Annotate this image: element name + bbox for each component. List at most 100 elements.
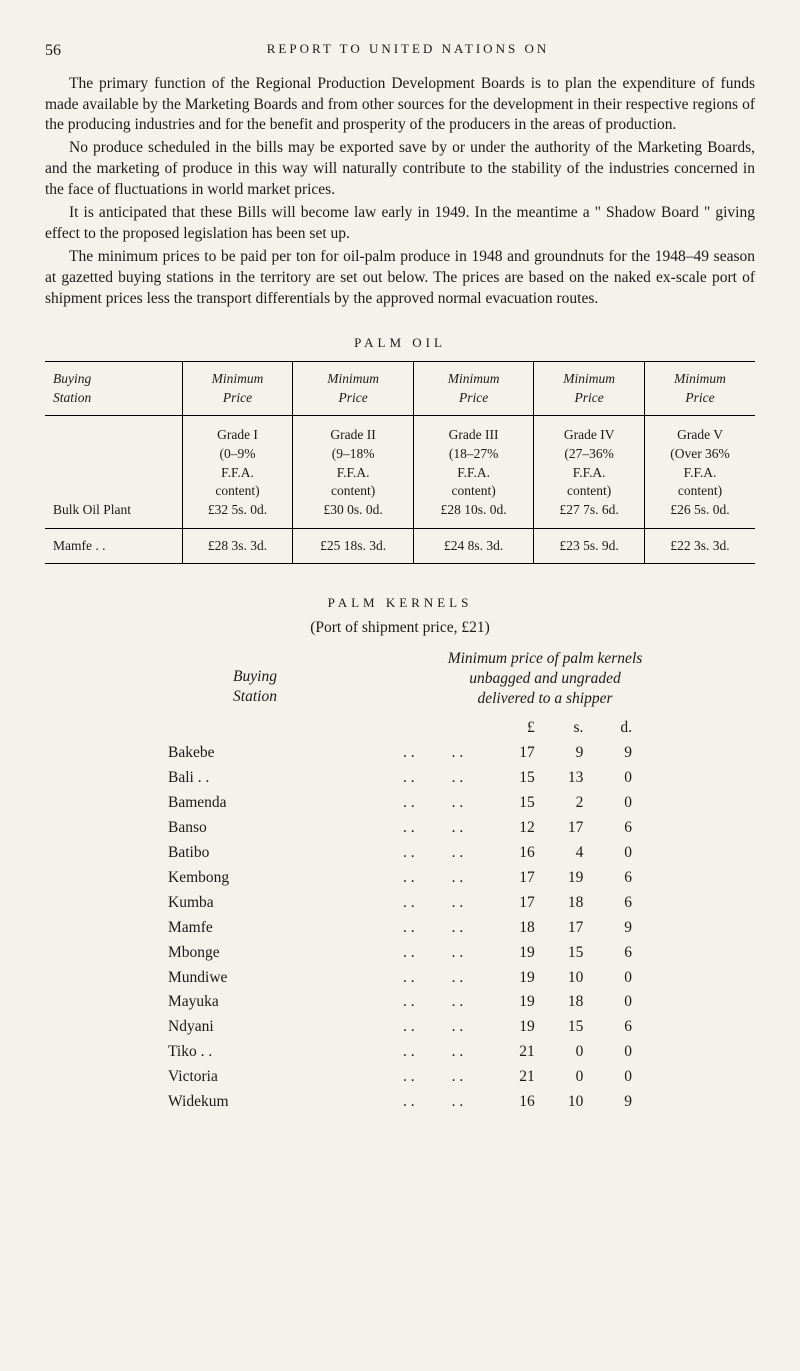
kernels-row: Bakebe. .. .1799 [162, 742, 638, 765]
paragraph-2: No produce scheduled in the bills may be… [45, 138, 755, 201]
palm-oil-title: PALM OIL [45, 334, 755, 352]
kernels-station: Bali . . [162, 767, 395, 790]
kernels-value: 0 [591, 991, 638, 1014]
kernels-value: 19 [494, 942, 541, 965]
unit-shilling: s. [543, 717, 590, 740]
kernels-row: Victoria. .. .2100 [162, 1066, 638, 1089]
kernels-value: 6 [591, 942, 638, 965]
dots-cell: . . [397, 942, 444, 965]
dots-cell: . . [446, 991, 493, 1014]
kernels-row: Kembong. .. .17196 [162, 867, 638, 890]
page-number: 56 [45, 40, 61, 62]
unit-row: £ s. d. [162, 717, 638, 740]
header-price-2: MinimumPrice [293, 362, 413, 415]
dots-cell: . . [446, 867, 493, 890]
kernels-row: Mayuka. .. .19180 [162, 991, 638, 1014]
kernels-value: 21 [494, 1066, 541, 1089]
grade-content: content) [331, 483, 375, 498]
kernels-value: 10 [543, 1091, 590, 1114]
kernels-value: 6 [591, 817, 638, 840]
kernels-row: Widekum. .. .16109 [162, 1091, 638, 1114]
kernels-row: Ndyani. .. .19156 [162, 1016, 638, 1039]
grade-name: Grade IV [564, 427, 615, 442]
kernels-value: 15 [543, 942, 590, 965]
grade-cell-4: Grade IV (27–36% F.F.A. content) £27 7s.… [534, 415, 645, 528]
kernels-station: Ndyani [162, 1016, 395, 1039]
kernels-value: 21 [494, 1041, 541, 1064]
kernels-value: 19 [494, 1016, 541, 1039]
kernels-value: 0 [591, 767, 638, 790]
paragraph-3: It is anticipated that these Bills will … [45, 203, 755, 245]
kernels-value: 18 [543, 892, 590, 915]
dots-cell: . . [397, 767, 444, 790]
mamfe-price-5: £22 3s. 3d. [645, 529, 755, 564]
kernels-row: Banso. .. .12176 [162, 817, 638, 840]
kernels-value: 0 [591, 842, 638, 865]
dots-cell: . . [397, 1016, 444, 1039]
kernels-value: 15 [494, 767, 541, 790]
header-price-5: MinimumPrice [645, 362, 755, 415]
kernels-right-header: Minimum price of palm kernelsunbagged an… [400, 649, 690, 709]
empty-cell [446, 717, 493, 740]
kernels-station: Kumba [162, 892, 395, 915]
kernels-value: 19 [494, 991, 541, 1014]
dots-cell: . . [446, 1041, 493, 1064]
mamfe-price-2: £25 18s. 3d. [293, 529, 413, 564]
kernels-value: 12 [494, 817, 541, 840]
grade-name: Grade I [217, 427, 258, 442]
dots-cell: . . [446, 842, 493, 865]
kernels-left-text: BuyingStation [110, 667, 400, 707]
unit-pound: £ [494, 717, 541, 740]
grade-cell-3: Grade III (18–27% F.F.A. content) £28 10… [413, 415, 533, 528]
kernels-value: 0 [591, 1041, 638, 1064]
palm-oil-table: BuyingStation MinimumPrice MinimumPrice … [45, 361, 755, 564]
grade-content: content) [215, 483, 259, 498]
kernels-value: 6 [591, 1016, 638, 1039]
dots-cell: . . [397, 1091, 444, 1114]
dots-cell: . . [397, 892, 444, 915]
kernels-row: Mbonge. .. .19156 [162, 942, 638, 965]
kernels-value: 16 [494, 842, 541, 865]
dots-cell: . . [397, 817, 444, 840]
kernels-station: Widekum [162, 1091, 395, 1114]
kernels-value: 18 [494, 917, 541, 940]
empty-cell [162, 717, 395, 740]
palm-kernels-title: PALM KERNELS [328, 594, 473, 612]
mamfe-row: Mamfe . . £28 3s. 3d. £25 18s. 3d. £24 8… [45, 529, 755, 564]
mamfe-label: Mamfe . . [45, 529, 182, 564]
kernels-row: Batibo. .. .1640 [162, 842, 638, 865]
grade-price: £30 0s. 0d. [323, 502, 382, 517]
dots-cell: . . [446, 1016, 493, 1039]
paragraph-4: The minimum prices to be paid per ton fo… [45, 247, 755, 310]
kernels-value: 15 [543, 1016, 590, 1039]
grade-price: £32 5s. 0d. [208, 502, 267, 517]
paragraph-1: The primary function of the Regional Pro… [45, 74, 755, 137]
kernels-value: 9 [543, 742, 590, 765]
header-row: 56 REPORT TO UNITED NATIONS ON [45, 40, 755, 62]
header-station-text: BuyingStation [53, 371, 91, 404]
kernels-station: Mamfe [162, 917, 395, 940]
mamfe-price-3: £24 8s. 3d. [413, 529, 533, 564]
dots-cell: . . [446, 792, 493, 815]
kernels-row: Bamenda. .. .1520 [162, 792, 638, 815]
dots-cell: . . [397, 917, 444, 940]
dots-cell: . . [446, 742, 493, 765]
dots-cell: . . [397, 867, 444, 890]
kernels-left-header: BuyingStation [110, 649, 400, 709]
grade-cell-1: Grade I (0–9% F.F.A. content) £32 5s. 0d… [182, 415, 293, 528]
grade-ffa: F.F.A. [337, 465, 370, 480]
grade-ffa: F.F.A. [457, 465, 490, 480]
kernels-value: 17 [543, 817, 590, 840]
dots-cell: . . [446, 1091, 493, 1114]
kernels-station: Kembong [162, 867, 395, 890]
kernels-value: 6 [591, 867, 638, 890]
header-station: BuyingStation [45, 362, 182, 415]
kernels-value: 0 [543, 1066, 590, 1089]
kernels-value: 13 [543, 767, 590, 790]
grade-range: (0–9% [220, 446, 256, 461]
grade-content: content) [451, 483, 495, 498]
dots-cell: . . [397, 742, 444, 765]
kernels-value: 17 [494, 742, 541, 765]
kernels-value: 0 [591, 1066, 638, 1089]
kernels-value: 9 [591, 1091, 638, 1114]
